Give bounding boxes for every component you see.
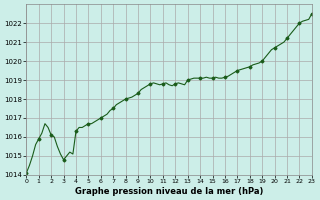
X-axis label: Graphe pression niveau de la mer (hPa): Graphe pression niveau de la mer (hPa) [75,187,263,196]
